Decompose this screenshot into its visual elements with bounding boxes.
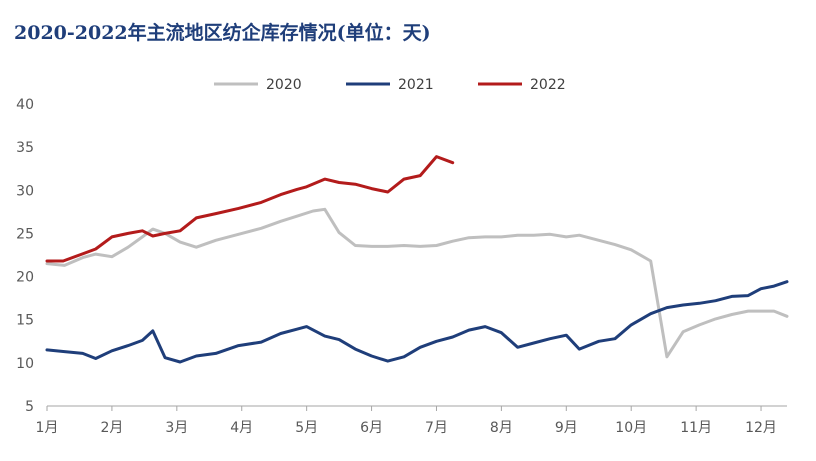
- x-tick-label: 4月: [230, 420, 253, 436]
- y-tick-label: 20: [16, 270, 34, 286]
- y-tick-label: 30: [16, 183, 34, 199]
- y-tick-label: 10: [16, 356, 34, 372]
- x-tick-label: 1月: [36, 420, 59, 436]
- y-tick-label: 40: [16, 97, 34, 113]
- y-tick-label: 15: [16, 313, 34, 329]
- series-line-2020: [45, 207, 789, 359]
- legend-label-2021: 2021: [398, 77, 434, 93]
- y-tick-label: 25: [16, 226, 34, 242]
- series-line-2022: [45, 155, 455, 263]
- chart-title: 2020-2022年主流地区纺企库存情况(单位：天): [14, 22, 431, 44]
- y-tick-label: 5: [25, 399, 34, 415]
- y-axis: 5 10 15 20 25 30 35 40: [16, 97, 34, 415]
- x-tick-label: 2月: [100, 420, 123, 436]
- series-line-2021: [45, 280, 789, 364]
- x-tick-label: 12月: [745, 420, 777, 436]
- legend-label-2022: 2022: [530, 77, 566, 93]
- x-tick-label: 10月: [615, 420, 647, 436]
- legend-label-2020: 2020: [266, 77, 302, 93]
- legend: 2020 2021 2022: [214, 77, 566, 93]
- y-tick-label: 35: [16, 140, 34, 156]
- x-tick-label: 11月: [680, 420, 712, 436]
- x-tick-label: 3月: [165, 420, 188, 436]
- x-tick-label: 6月: [360, 420, 383, 436]
- x-axis: 1月 2月 3月 4月 5月 6月 7月 8月 9月 10月 11月 12月: [36, 405, 787, 436]
- series-layer: [45, 155, 789, 364]
- x-tick-label: 8月: [490, 420, 513, 436]
- x-tick-label: 9月: [555, 420, 578, 436]
- x-tick-label: 5月: [295, 420, 318, 436]
- x-tick-label: 7月: [425, 420, 448, 436]
